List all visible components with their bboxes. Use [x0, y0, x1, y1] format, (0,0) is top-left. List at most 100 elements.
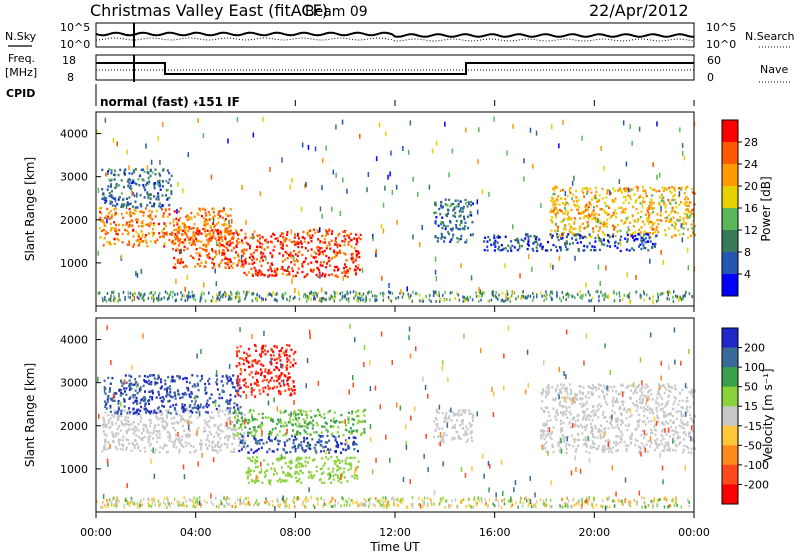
heatmap-cell — [456, 237, 459, 240]
heatmap-cell — [271, 255, 274, 259]
heatmap-cell — [208, 377, 211, 381]
heatmap-cell — [203, 221, 206, 224]
heatmap-cell — [621, 419, 624, 422]
heatmap-cell — [590, 203, 593, 207]
heatmap-cell — [623, 195, 625, 199]
heatmap-cell — [635, 274, 637, 280]
heatmap-cell — [568, 405, 571, 409]
heatmap-cell — [242, 442, 245, 446]
heatmap-cell — [126, 180, 129, 183]
heatmap-cell — [388, 283, 390, 288]
heatmap-cell — [146, 375, 149, 378]
heatmap-cell — [647, 249, 650, 252]
heatmap-cell — [613, 225, 616, 231]
heatmap-cell — [251, 456, 254, 459]
heatmap-cell — [611, 399, 614, 402]
heatmap-cell — [647, 218, 650, 221]
heatmap-cell — [434, 235, 437, 239]
heatmap-cell — [344, 238, 347, 241]
heatmap-cell — [108, 217, 111, 220]
heatmap-cell — [515, 239, 518, 242]
heatmap-cell — [146, 191, 149, 194]
heatmap-cell — [136, 232, 139, 236]
heatmap-cell — [128, 196, 131, 199]
heatmap-cell — [467, 298, 469, 302]
heatmap-cell — [170, 290, 172, 294]
heatmap-cell — [255, 418, 258, 421]
heatmap-cell — [361, 420, 363, 423]
heatmap-cell — [440, 235, 443, 238]
heatmap-cell — [683, 192, 686, 195]
heatmap-cell — [117, 418, 120, 421]
heatmap-cell — [317, 291, 319, 295]
heatmap-cell — [202, 406, 205, 409]
heatmap-cell — [361, 267, 364, 273]
heatmap-cell — [649, 186, 652, 190]
heatmap-cell — [507, 244, 510, 247]
heatmap-cell — [672, 437, 675, 440]
heatmap-cell — [262, 259, 265, 262]
heatmap-cell — [691, 187, 694, 191]
heatmap-cell — [338, 249, 341, 252]
heatmap-cell — [305, 456, 308, 459]
heatmap-cell — [399, 291, 401, 295]
heatmap-cell — [132, 293, 134, 297]
heatmap-cell — [299, 412, 302, 415]
heatmap-cell — [153, 451, 156, 454]
heatmap-cell — [574, 255, 576, 261]
heatmap-cell — [344, 253, 347, 256]
heatmap-cell — [440, 223, 443, 226]
heatmap-cell — [458, 210, 461, 213]
heatmap-cell — [314, 449, 317, 452]
heatmap-cell — [667, 412, 670, 416]
heatmap-cell — [616, 246, 619, 250]
heatmap-cell — [265, 441, 268, 444]
heatmap-cell — [261, 350, 264, 353]
heatmap-cell — [132, 235, 135, 238]
heatmap-cell — [683, 438, 686, 441]
heatmap-cell — [376, 298, 378, 302]
heatmap-cell — [284, 250, 287, 254]
heatmap-cell — [321, 213, 323, 219]
heatmap-cell — [556, 235, 559, 239]
heatmap-cell — [170, 184, 172, 187]
heatmap-cell — [157, 192, 160, 195]
heatmap-cell — [177, 226, 180, 229]
heatmap-cell — [136, 391, 139, 395]
heatmap-cell — [550, 248, 552, 252]
heatmap-cell — [208, 291, 210, 295]
heatmap-cell — [149, 418, 152, 422]
heatmap-cell — [173, 224, 175, 227]
heatmap-cell — [256, 297, 258, 301]
heatmap-cell — [113, 399, 116, 402]
heatmap-cell — [231, 385, 234, 389]
heatmap-cell — [292, 352, 295, 355]
heatmap-cell — [224, 424, 227, 428]
heatmap-cell — [303, 275, 306, 279]
heatmap-cell — [333, 250, 336, 254]
heatmap-cell — [349, 463, 352, 467]
heatmap-cell — [646, 217, 649, 220]
heatmap-cell — [264, 370, 267, 373]
heatmap-cell — [315, 273, 318, 277]
heatmap-cell — [120, 414, 123, 417]
heatmap-cell — [103, 422, 106, 425]
heatmap-cell — [258, 389, 261, 392]
heatmap-cell — [273, 385, 276, 389]
heatmap-cell — [658, 189, 661, 193]
heatmap-cell — [223, 250, 225, 253]
heatmap-cell — [619, 249, 622, 253]
heatmap-cell — [142, 384, 145, 388]
heatmap-cell — [357, 419, 360, 422]
heatmap-cell — [412, 176, 414, 182]
heatmap-cell — [182, 222, 185, 225]
heatmap-cell — [568, 397, 571, 400]
heatmap-cell — [204, 419, 207, 422]
heatmap-cell — [196, 227, 199, 230]
heatmap-cell — [551, 430, 554, 434]
heatmap-cell — [319, 264, 322, 267]
heatmap-cell — [154, 215, 157, 218]
heatmap-cell — [228, 244, 231, 247]
heatmap-cell — [226, 443, 229, 446]
heatmap-cell — [143, 446, 146, 450]
